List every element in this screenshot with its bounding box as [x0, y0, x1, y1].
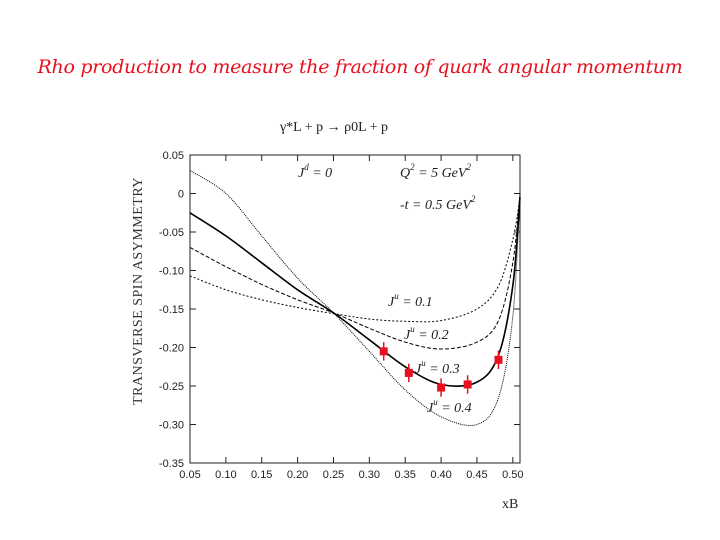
- series-curve-1: [189, 197, 521, 323]
- x-tick-label: 0.10: [215, 469, 236, 481]
- x-axis-label: xB: [502, 497, 518, 512]
- y-tick-label: -0.15: [159, 304, 184, 316]
- x-tick-label: 0.35: [395, 469, 416, 481]
- annotation-1: Jd = 0: [298, 162, 332, 181]
- series-label-2: Ju = 0.2: [404, 324, 449, 343]
- y-tick-label: -0.05: [159, 227, 184, 239]
- x-tick-label: 0.45: [466, 469, 487, 481]
- x-tick-label: 0.25: [323, 469, 344, 481]
- y-tick-labels: 0.05 0 -0.05 -0.10 -0.15 -0.20 -0.25 -0.30 -0.35: [159, 150, 184, 470]
- x-tick-label: 0.20: [287, 469, 308, 481]
- annotation-2: Q2 = 5 GeV2: [400, 162, 471, 181]
- data-points: [379, 342, 503, 397]
- y-axis-label: TRANSVERSE SPIN ASYMMETRY: [131, 177, 146, 405]
- x-tick-label: 0.50: [502, 469, 523, 481]
- x-tick-labels: 0.05 0.10 0.15 0.20 0.25 0.30 0.35 0.40 0.45 0.50: [179, 469, 523, 481]
- x-tick-label: 0.05: [179, 469, 200, 481]
- series-label-4: Ju = 0.4: [427, 397, 472, 416]
- data-point: [379, 347, 388, 356]
- curves: [189, 169, 521, 426]
- series-label-1: Ju = 0.1: [388, 291, 433, 310]
- series-curve-3: [189, 197, 521, 387]
- data-point: [494, 355, 503, 364]
- y-tick-label: -0.10: [159, 266, 184, 278]
- y-tick-label: -0.20: [159, 343, 184, 355]
- y-tick-label: -0.35: [159, 458, 184, 470]
- slide-title: Rho production to measure the fraction o…: [37, 56, 683, 78]
- series-labels: Ju = 0.1 Ju = 0.2 Ju = 0.3 Ju = 0.4: [388, 291, 472, 416]
- x-tick-label: 0.15: [251, 469, 272, 481]
- y-tick-label: 0.05: [163, 150, 184, 162]
- x-tick-label: 0.30: [359, 469, 380, 481]
- axis-ticks: [189, 154, 520, 464]
- data-point: [437, 383, 446, 392]
- data-point: [463, 380, 472, 389]
- series-curve-2: [189, 193, 521, 350]
- data-point: [404, 368, 413, 377]
- y-tick-label: -0.30: [159, 420, 184, 432]
- annotation-3: -t = 0.5 GeV2: [400, 194, 476, 213]
- series-label-3: Ju = 0.3: [415, 358, 460, 377]
- y-tick-label: 0: [178, 189, 184, 201]
- reaction-label: γ*L + p → ρ0L + p: [279, 120, 388, 135]
- y-tick-label: -0.25: [159, 381, 184, 393]
- x-tick-label: 0.40: [430, 469, 451, 481]
- annotations: Jd = 0 Q2 = 5 GeV2 -t = 0.5 GeV2: [298, 162, 476, 213]
- series-curve-4: [189, 169, 521, 426]
